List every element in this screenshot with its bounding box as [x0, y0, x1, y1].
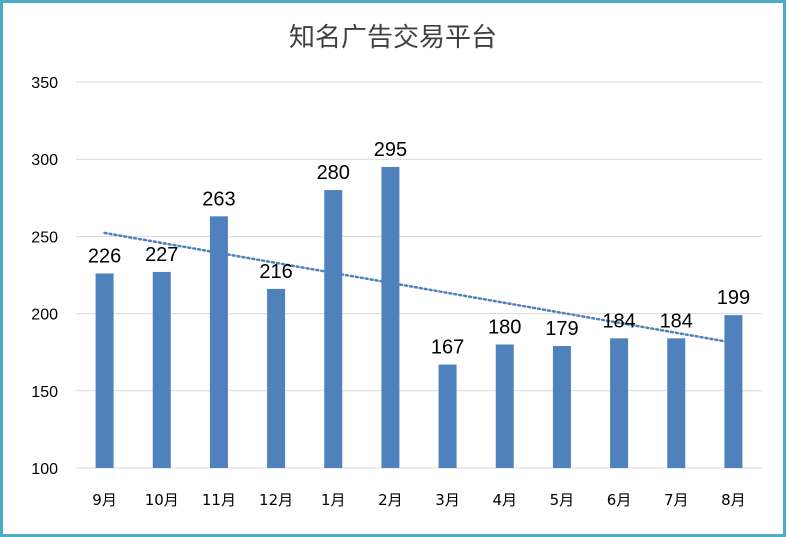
trendline-path [103, 231, 735, 345]
x-tick-label: 10月 [145, 491, 179, 509]
data-label: 280 [317, 162, 350, 184]
data-label: 216 [259, 261, 292, 283]
chart-title: 知名广告交易平台 [289, 23, 497, 53]
y-tick-label: 250 [31, 229, 58, 246]
data-label: 184 [660, 310, 693, 332]
bars [95, 166, 743, 469]
bar [724, 315, 743, 468]
gridlines [76, 81, 762, 469]
x-tick-label: 7月 [664, 491, 689, 509]
x-tick-label: 1月 [321, 491, 346, 509]
bar [267, 288, 286, 468]
x-tick-label: 3月 [435, 491, 460, 509]
data-label: 199 [717, 287, 750, 309]
y-tick-label: 350 [31, 75, 58, 92]
bar [438, 364, 457, 468]
data-label: 226 [88, 245, 121, 267]
x-tick-label: 2月 [378, 491, 403, 509]
y-tick-label: 200 [31, 307, 58, 324]
data-label: 295 [374, 139, 407, 161]
data-label: 263 [202, 188, 235, 210]
y-tick-label: 150 [31, 384, 58, 401]
data-label: 179 [545, 318, 578, 340]
x-tick-label: 9月 [92, 491, 117, 509]
bar [209, 216, 228, 468]
x-axis: 9月 10月 11月 12月 1月 2月 3月 4月 5月 6月 7月 8月 [92, 491, 745, 509]
data-label: 180 [488, 316, 521, 338]
bar [152, 271, 171, 468]
bar [495, 344, 514, 468]
x-tick-label: 11月 [202, 491, 236, 509]
bar [381, 166, 400, 469]
data-label: 184 [602, 310, 635, 332]
bar [95, 273, 114, 468]
data-label: 167 [431, 337, 464, 359]
x-tick-label: 5月 [550, 491, 575, 509]
y-tick-label: 300 [31, 152, 58, 169]
bar [610, 338, 629, 468]
x-tick-label: 12月 [259, 491, 293, 509]
y-axis: 100 150 200 250 300 350 [31, 75, 58, 478]
bar [324, 190, 343, 468]
bar [667, 338, 686, 468]
x-tick-label: 4月 [492, 491, 517, 509]
trendline [103, 231, 735, 345]
data-label: 227 [145, 244, 178, 266]
data-labels: 226 227 263 216 280 295 167 180 179 184 184 199 [88, 139, 750, 359]
x-tick-label: 8月 [721, 491, 746, 509]
bar [552, 346, 571, 468]
x-tick-label: 6月 [607, 491, 632, 509]
y-tick-label: 100 [31, 461, 58, 478]
